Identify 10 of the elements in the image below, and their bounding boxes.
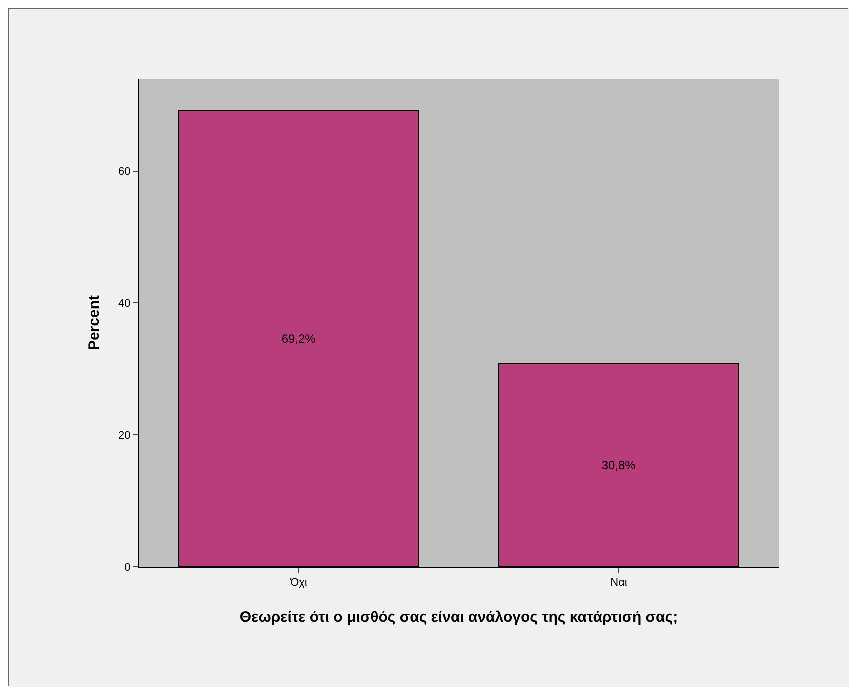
y-tick-label: 60 bbox=[118, 166, 131, 178]
y-axis-title: Percent bbox=[86, 295, 103, 351]
y-tick-label: 0 bbox=[124, 562, 131, 574]
x-tick-label: Ναι bbox=[610, 577, 628, 590]
x-tick-label: Όχι bbox=[290, 577, 308, 590]
x-axis-title: Θεωρείτε ότι ο μισθός σας είναι ανάλογος της κατάρτισή σας; bbox=[240, 609, 678, 626]
y-tick-label: 20 bbox=[118, 430, 131, 442]
y-tick-label: 40 bbox=[118, 298, 131, 310]
data-label: 30,8% bbox=[602, 458, 636, 472]
data-label: 69,2% bbox=[282, 332, 316, 346]
